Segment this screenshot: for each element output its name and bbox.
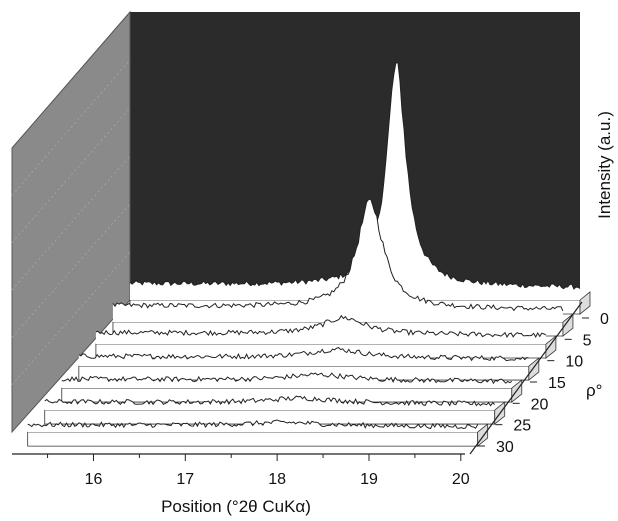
trace-fill-rho-5: [112, 199, 563, 323]
x-axis-title: Position (°2θ CuKα): [161, 497, 311, 516]
x-tick-label: 16: [85, 471, 103, 488]
trace-end-rho-5: [562, 313, 574, 337]
z-tick-label: 10: [565, 354, 583, 371]
trace-base-rho-30: [27, 431, 479, 447]
trace-rho-15: [78, 347, 540, 381]
y-axis-title: Intensity (a.u.): [595, 111, 614, 219]
trace-base-rho-25: [44, 409, 496, 425]
x-tick-label: 18: [268, 471, 286, 488]
trace-line-rho-25: [44, 395, 496, 407]
z-tick-label: 25: [513, 418, 531, 435]
z-tick-label: 30: [496, 439, 514, 456]
z-axis-line: [469, 301, 583, 455]
x-tick-label: 17: [176, 471, 194, 488]
trace-fill-rho-15: [78, 347, 529, 367]
z-tick-label: 20: [531, 396, 549, 413]
z-axis-title: ρ°: [586, 381, 602, 400]
trace-rho-20: [61, 372, 523, 403]
plot-labels: Position (°2θ CuKα) Intensity (a.u.) ρ°: [161, 111, 614, 516]
trace-line-rho-30: [27, 419, 479, 430]
x-tick-label: 19: [360, 471, 378, 488]
trace-end-rho-30: [477, 423, 489, 447]
z-tick-label: 5: [583, 332, 592, 349]
trace-line-rho-5: [112, 198, 564, 312]
trace-end-rho-15: [528, 357, 540, 381]
trace-rho-30: [27, 419, 489, 447]
z-tick-label: 0: [600, 311, 609, 328]
trace-fill-rho-10: [95, 315, 546, 345]
z-tick-label: 15: [548, 375, 566, 392]
trace-line-rho-10: [95, 314, 547, 339]
trace-end-rho-0: [579, 291, 591, 315]
trace-line-rho-20: [61, 372, 513, 385]
trace-fill-rho-25: [44, 396, 495, 411]
trace-fill-rho-20: [61, 373, 512, 389]
trace-line-rho-15: [78, 347, 529, 362]
plot-traces: [27, 62, 591, 447]
x-tick-label: 20: [452, 471, 470, 488]
